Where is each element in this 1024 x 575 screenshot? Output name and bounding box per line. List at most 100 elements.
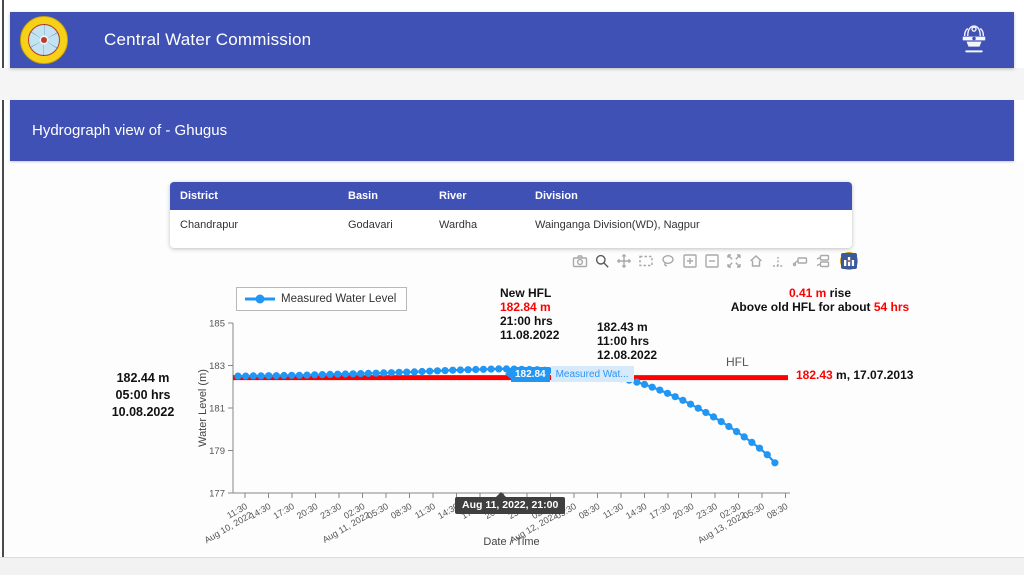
table-header-row: District Basin River Division xyxy=(170,182,852,210)
data-point xyxy=(755,444,764,452)
data-point xyxy=(671,393,679,401)
data-point xyxy=(725,422,733,431)
chart-legend[interactable]: Measured Water Level xyxy=(236,287,408,311)
y-tick-label: 179 xyxy=(209,446,225,457)
table-cell: Godavari xyxy=(348,219,393,231)
data-point xyxy=(357,370,365,378)
plot-modebar xyxy=(572,252,858,270)
data-point xyxy=(364,369,372,377)
data-point xyxy=(372,369,380,377)
data-point xyxy=(640,380,649,388)
plotly-logo-icon[interactable] xyxy=(840,252,858,270)
zoom-in-icon[interactable] xyxy=(682,253,698,269)
x-axis-title: Date / Time xyxy=(483,536,539,548)
cwc-logo-icon xyxy=(20,16,68,64)
data-point xyxy=(464,366,472,374)
india-emblem-icon xyxy=(962,25,986,53)
box-select-icon[interactable] xyxy=(638,253,654,269)
data-point xyxy=(426,367,434,375)
x-tick-label: 17:30 xyxy=(647,501,672,521)
data-point xyxy=(341,370,349,378)
hover-arrow-icon xyxy=(505,369,511,379)
y-axis-title: Water Level (m) xyxy=(197,369,209,447)
tooltip-caret-icon xyxy=(496,492,506,497)
station-info-card: District Basin River Division Chandrapur God… xyxy=(170,182,852,248)
y-tick-label: 177 xyxy=(209,489,225,500)
hydrograph-chart: 177 179 181 183 185 11:30Aug 10, 2022 14:30 17:… xyxy=(0,248,1024,560)
page-title-bar: Hydrograph view of - Ghugus xyxy=(10,100,1014,161)
data-point xyxy=(495,365,503,373)
reset-axes-icon[interactable] xyxy=(748,253,764,269)
lasso-select-icon[interactable] xyxy=(660,253,676,269)
data-point xyxy=(387,369,395,377)
data-point xyxy=(771,459,779,467)
data-point xyxy=(410,368,419,376)
point-hover-label: 182.84 Measured Wat... xyxy=(505,366,634,382)
table-cell: Chandrapur xyxy=(180,219,239,231)
data-point xyxy=(679,396,687,404)
data-point xyxy=(311,371,319,379)
hover-value-badge: 182.84 xyxy=(511,366,550,382)
y-tick-label: 181 xyxy=(209,404,225,415)
data-point xyxy=(472,365,480,374)
data-point xyxy=(395,368,403,376)
data-point xyxy=(318,371,326,379)
zoom-icon[interactable] xyxy=(594,253,610,269)
x-tick-label: 02:30Aug 13, 2022 xyxy=(691,501,747,545)
data-point xyxy=(663,389,672,397)
toggle-spikelines-icon[interactable] xyxy=(770,253,786,269)
x-tick-label: 02:30Aug 11, 2022 xyxy=(316,501,372,545)
x-tick-label: 17:30 xyxy=(271,501,296,521)
data-point xyxy=(303,371,311,379)
x-tick-label: 05:30 xyxy=(365,501,390,521)
data-point xyxy=(280,371,288,380)
data-point xyxy=(648,383,656,391)
data-point xyxy=(479,365,488,373)
hover-compare-icon[interactable] xyxy=(814,253,830,269)
xaxis-hover-tooltip: Aug 11, 2022, 21:00 xyxy=(455,492,566,514)
annotation-rise-start: 182.44 m 05:00 hrs 10.08.2022 xyxy=(111,371,175,419)
data-point xyxy=(249,372,257,380)
annotation-new-hfl: New HFL 182.84 m 21:00 hrs 11.08.2022 xyxy=(500,286,560,342)
pan-icon[interactable] xyxy=(616,253,632,269)
window-left-edge xyxy=(2,0,4,557)
data-point xyxy=(686,400,695,408)
y-tick-label: 185 xyxy=(209,319,225,330)
hover-closest-icon[interactable] xyxy=(792,253,808,269)
data-point xyxy=(656,386,664,394)
table-row: Chandrapur Godavari Wardha Wainganga Divisi… xyxy=(170,210,852,240)
data-point xyxy=(763,451,771,459)
data-point xyxy=(418,367,426,376)
station-table: District Basin River Division Chandrapur God… xyxy=(170,182,852,240)
x-tick-label: 08:30 xyxy=(765,501,790,521)
series-line xyxy=(238,367,776,464)
data-point xyxy=(441,367,449,375)
column-header: River xyxy=(439,190,467,202)
app-title: Central Water Commission xyxy=(104,30,312,49)
data-point xyxy=(380,369,388,377)
x-tick-label: 20:30 xyxy=(671,501,696,521)
download-plot-icon[interactable] xyxy=(572,253,588,269)
data-point xyxy=(403,368,411,376)
x-tick-label: 11:30Aug 10, 2022 xyxy=(198,501,254,545)
data-point xyxy=(334,370,342,378)
data-point xyxy=(702,408,710,417)
column-header: Division xyxy=(535,190,578,202)
x-tick-label: 23:30 xyxy=(318,501,343,521)
data-point xyxy=(288,371,296,379)
annotation-old-hfl: 182.43 m, 17.07.2013 xyxy=(796,368,914,382)
app-header: Central Water Commission xyxy=(10,12,1014,68)
data-point xyxy=(234,372,242,380)
x-tick-label: 05:30 xyxy=(741,501,766,521)
data-point xyxy=(272,372,280,380)
x-tick-label: 23:30 xyxy=(694,501,719,521)
table-cell: Wainganga Division(WD), Nagpur xyxy=(535,219,700,231)
y-tick-label: 183 xyxy=(209,361,225,372)
legend-marker-icon xyxy=(245,294,275,304)
zoom-out-icon[interactable] xyxy=(704,253,720,269)
autoscale-icon[interactable] xyxy=(726,253,742,269)
footer-strip xyxy=(0,557,1024,575)
x-tick-label: 08:30 xyxy=(389,501,414,521)
